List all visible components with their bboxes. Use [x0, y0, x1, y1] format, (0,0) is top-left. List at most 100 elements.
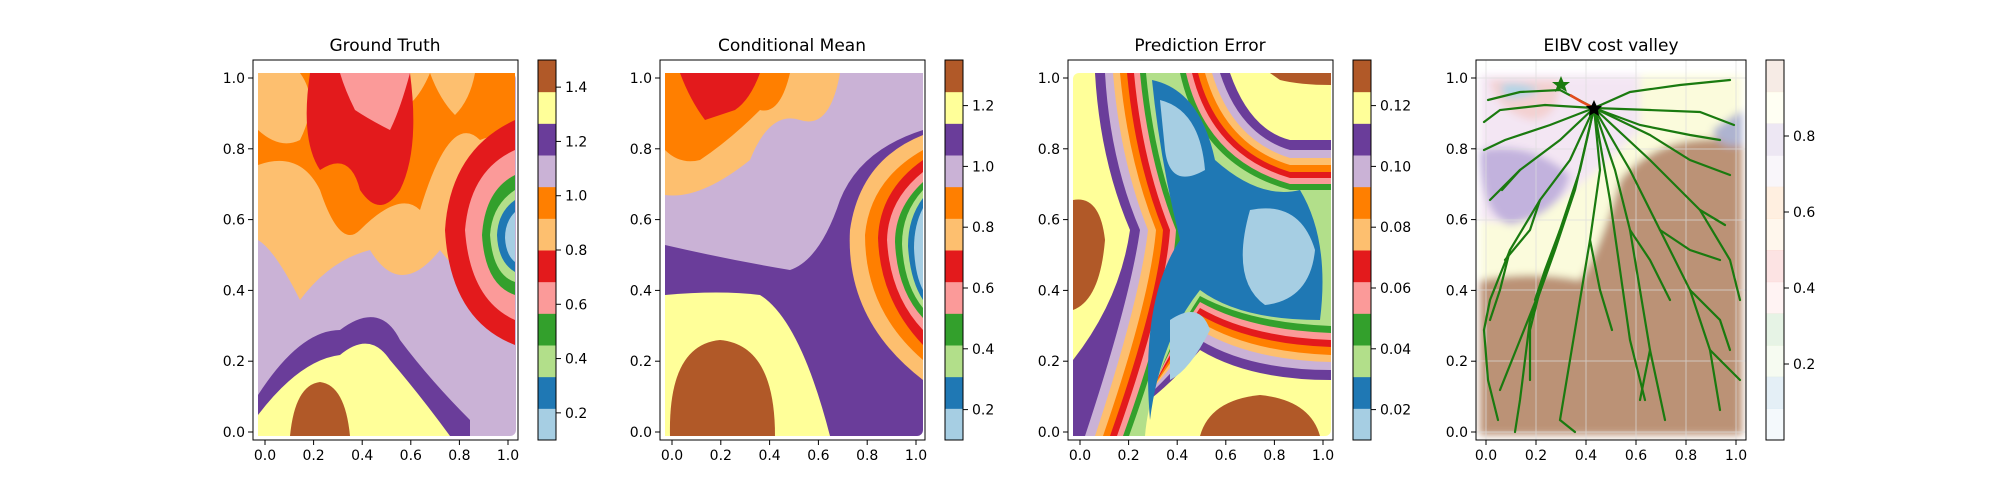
x-tick-label: 0.8 [448, 448, 470, 464]
x-tick-label: 0.4 [1166, 448, 1188, 464]
colorbar-swatch [945, 250, 963, 283]
y-tick-label: 0.0 [1038, 425, 1060, 441]
plot-frame [252, 59, 519, 441]
colorbar-tick-label: 0.4 [972, 342, 994, 358]
y-tick-label: 0.6 [223, 213, 245, 229]
y-tick-label: 0.4 [223, 283, 245, 299]
colorbar: 0.2 0.4 0.6 0.8 1.0 1.2 [944, 59, 994, 441]
colorbar-swatch [1353, 186, 1371, 219]
panel-ground-truth: Ground Truth 0.0 0.2 0.4 0.6 0.8 1.0 0.0 0.2 0.4… [223, 36, 588, 464]
colorbar-tick-label: 0.8 [1793, 129, 1815, 145]
colorbar-swatch [945, 408, 963, 441]
colorbar-swatch [1766, 123, 1784, 156]
colorbar-tick-label: 0.6 [972, 281, 994, 297]
colorbar-tick-label: 0.2 [1793, 357, 1815, 373]
x-tick-label: 0.0 [254, 448, 276, 464]
colorbar-tick-label: 1.0 [972, 159, 994, 175]
colorbar-swatch [1353, 408, 1371, 441]
x-tick-label: 0.6 [1625, 448, 1647, 464]
colorbar-swatch [1766, 60, 1784, 93]
colorbar-swatch [1766, 155, 1784, 188]
colorbar: 0.2 0.4 0.6 0.8 1.0 1.2 1.4 [537, 59, 587, 441]
y-tick-label: 0.8 [1038, 142, 1060, 158]
colorbar-swatch [1353, 91, 1371, 124]
y-tick-label: 1.0 [1446, 71, 1468, 87]
colorbar-swatch [945, 91, 963, 124]
colorbar-swatch [538, 218, 556, 251]
colorbar-tick-label: 0.6 [1793, 205, 1815, 221]
plot-frame [1067, 59, 1334, 441]
y-tick-label: 0.2 [223, 354, 245, 370]
y-tick-label: 1.0 [630, 71, 652, 87]
colorbar-swatch [538, 91, 556, 124]
x-tick-label: 0.0 [1069, 448, 1091, 464]
x-tick-label: 0.6 [807, 448, 829, 464]
colorbar-swatch [1766, 313, 1784, 346]
colorbar-swatch [945, 186, 963, 219]
y-tick-label: 1.0 [223, 71, 245, 87]
colorbar-swatch [1353, 123, 1371, 156]
x-tick-label: 0.8 [1675, 448, 1697, 464]
panel-title: EIBV cost valley [1543, 36, 1678, 56]
colorbar-swatch [1766, 91, 1784, 124]
x-tick-label: 1.0 [1312, 448, 1334, 464]
colorbar-tick-label: 0.8 [565, 243, 587, 259]
colorbar-swatch [1766, 250, 1784, 283]
x-tick-label: 1.0 [497, 448, 519, 464]
colorbar-tick-label: 0.10 [1380, 159, 1411, 175]
cost-field [1476, 60, 1746, 440]
y-tick-label: 0.8 [630, 142, 652, 158]
x-tick-label: 0.4 [351, 448, 373, 464]
x-tick-label: 0.2 [302, 448, 324, 464]
colorbar-swatch [538, 345, 556, 378]
y-tick-label: 0.4 [1038, 283, 1060, 299]
x-tick-label: 0.4 [758, 448, 780, 464]
colorbar-swatch [1766, 345, 1784, 378]
y-tick-label: 0.4 [1446, 283, 1468, 299]
y-tick-label: 0.2 [1038, 354, 1060, 370]
colorbar-swatch [1766, 281, 1784, 314]
colorbar-frame [944, 59, 964, 441]
panel-conditional-mean: Conditional Mean 0.0 0.2 0.4 0.6 0.8 1.00.00.… [630, 36, 995, 464]
axes: 0.0 0.2 0.4 0.6 0.8 1.0 0.0 0.2 0.4 0.6 0.8 1.0 [223, 71, 519, 464]
y-tick-label: 0.8 [1446, 142, 1468, 158]
axes: 0.0 0.2 0.4 0.6 0.8 1.0 0.0 0.2 0.4 0.6 0.8 1.0 [1446, 71, 1747, 464]
colorbar: 0.2 0.4 0.6 0.8 [1765, 59, 1815, 441]
colorbar-swatch [1353, 376, 1371, 409]
y-tick-label: 0.6 [630, 213, 652, 229]
colorbar-swatch [945, 218, 963, 251]
colorbar-swatch [538, 155, 556, 188]
x-tick-label: 0.0 [1475, 448, 1497, 464]
x-tick-label: 0.0 [661, 448, 683, 464]
x-tick-label: 1.0 [905, 448, 927, 464]
colorbar-swatch [945, 123, 963, 156]
colorbar-swatch [945, 345, 963, 378]
x-tick-label: 0.2 [1117, 448, 1139, 464]
x-tick-label: 0.2 [710, 448, 732, 464]
x-tick-label: 0.6 [1215, 448, 1237, 464]
colorbar-tick-label: 0.04 [1380, 342, 1411, 358]
panel-prediction-error: Prediction Error 0.0 0.2 0.4 0.6 0.8 1.00.00.… [1038, 36, 1412, 464]
heatmap-field [1068, 60, 1333, 440]
x-tick-label: 0.4 [1575, 448, 1597, 464]
y-tick-label: 0.8 [223, 142, 245, 158]
heatmap-field [660, 60, 925, 440]
colorbar-swatch [1353, 155, 1371, 188]
x-tick-label: 0.8 [856, 448, 878, 464]
colorbar-tick-label: 0.02 [1380, 403, 1411, 419]
colorbar: 0.02 0.04 0.06 0.08 0.10 0.12 [1352, 59, 1411, 441]
colorbar-swatch [538, 281, 556, 314]
colorbar-swatch [538, 250, 556, 283]
colorbar-swatch [538, 376, 556, 409]
start-star-icon [1552, 76, 1570, 92]
colorbar-swatch [1353, 60, 1371, 93]
colorbar-tick-label: 0.4 [565, 352, 587, 368]
colorbar-tick-label: 0.12 [1380, 99, 1411, 115]
colorbar-swatch [1353, 345, 1371, 378]
x-tick-label: 0.2 [1525, 448, 1547, 464]
y-tick-label: 0.2 [1446, 354, 1468, 370]
colorbar-swatch [538, 313, 556, 346]
colorbar-tick-label: 0.2 [972, 403, 994, 419]
rrt-tree [1482, 78, 1742, 434]
colorbar-swatch [945, 155, 963, 188]
